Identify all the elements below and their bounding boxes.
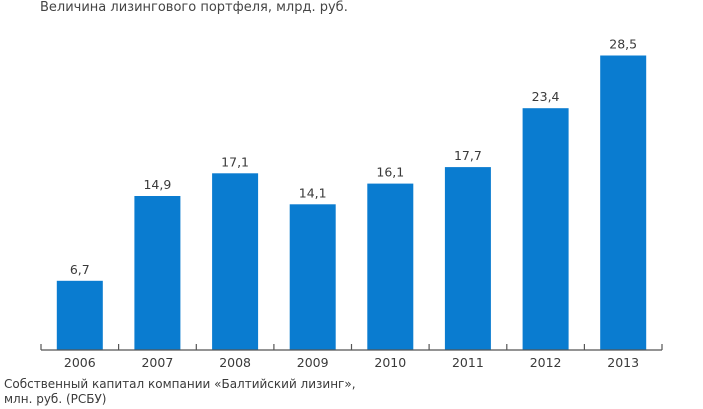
- value-label-2009: 14,1: [299, 185, 327, 200]
- footnote-line-1: Собственный капитал компании «Балтийский…: [4, 377, 356, 391]
- footnote-line-2: млн. руб. (РСБУ): [4, 392, 107, 406]
- x-tick-label-2008: 2008: [219, 355, 251, 370]
- value-label-2011: 17,7: [454, 148, 482, 163]
- value-label-2010: 16,1: [376, 165, 404, 180]
- bar-2007: [134, 196, 181, 350]
- x-tick-label-2006: 2006: [64, 355, 96, 370]
- x-tick-label-2010: 2010: [374, 355, 406, 370]
- bar-2013: [600, 55, 647, 350]
- footnote: Собственный капитал компании «Балтийский…: [4, 377, 356, 407]
- bar-2012: [522, 108, 569, 350]
- value-label-2013: 28,5: [609, 37, 637, 52]
- value-label-2007: 14,9: [143, 177, 171, 192]
- x-tick-label-2012: 2012: [530, 355, 562, 370]
- value-label-2006: 6,7: [70, 262, 90, 277]
- bar-2010: [367, 183, 414, 350]
- chart-title: Величина лизингового портфеля, млрд. руб…: [40, 0, 348, 15]
- bar-2008: [212, 173, 259, 350]
- bar-2011: [444, 167, 491, 350]
- x-tick-label-2007: 2007: [141, 355, 173, 370]
- x-tick-label-2011: 2011: [452, 355, 484, 370]
- bar-2009: [289, 204, 336, 350]
- value-label-2012: 23,4: [532, 89, 560, 104]
- bar-2006: [56, 280, 103, 350]
- x-tick-label-2013: 2013: [607, 355, 639, 370]
- value-label-2008: 17,1: [221, 154, 249, 169]
- x-tick-label-2009: 2009: [297, 355, 329, 370]
